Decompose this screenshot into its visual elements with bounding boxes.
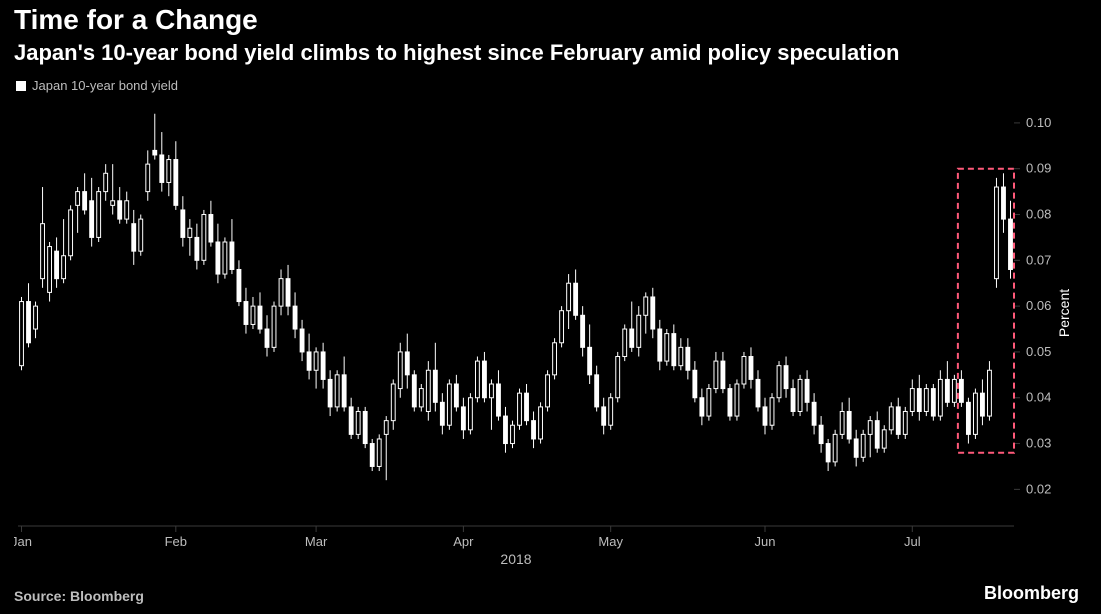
- brand-label: Bloomberg: [984, 583, 1079, 604]
- svg-text:Jun: Jun: [755, 534, 776, 549]
- svg-text:0.09: 0.09: [1026, 161, 1051, 176]
- candlestick-chart: 0.02 0.03 0.04 0.05 0.06 0.07 0.08 0.09 0.10 Perc…: [14, 96, 1089, 576]
- chart-subtitle: Japan's 10-year bond yield climbs to hig…: [14, 40, 900, 66]
- svg-text:0.07: 0.07: [1026, 252, 1051, 267]
- svg-text:May: May: [598, 534, 623, 549]
- chart-title: Time for a Change: [14, 4, 258, 36]
- svg-text:Jul: Jul: [904, 534, 921, 549]
- svg-text:0.08: 0.08: [1026, 207, 1051, 222]
- svg-text:0.02: 0.02: [1026, 481, 1051, 496]
- legend: Japan 10-year bond yield: [16, 78, 178, 93]
- svg-text:0.05: 0.05: [1026, 344, 1051, 359]
- chart-container: { "title": "Time for a Change", "subtitl…: [0, 0, 1101, 614]
- svg-text:0.03: 0.03: [1026, 436, 1051, 451]
- svg-text:0.10: 0.10: [1026, 115, 1051, 130]
- source-label: Source: Bloomberg: [14, 588, 144, 604]
- svg-text:0.06: 0.06: [1026, 298, 1051, 313]
- svg-text:Feb: Feb: [165, 534, 187, 549]
- svg-text:Mar: Mar: [305, 534, 328, 549]
- svg-text:Percent: Percent: [1056, 289, 1072, 337]
- svg-text:Jan: Jan: [14, 534, 32, 549]
- svg-text:Apr: Apr: [453, 534, 474, 549]
- svg-text:2018: 2018: [500, 551, 531, 567]
- chart-plot: 0.02 0.03 0.04 0.05 0.06 0.07 0.08 0.09 0.10 Perc…: [14, 96, 1089, 576]
- legend-swatch-icon: [16, 81, 26, 91]
- svg-text:0.04: 0.04: [1026, 390, 1051, 405]
- legend-label: Japan 10-year bond yield: [32, 78, 178, 93]
